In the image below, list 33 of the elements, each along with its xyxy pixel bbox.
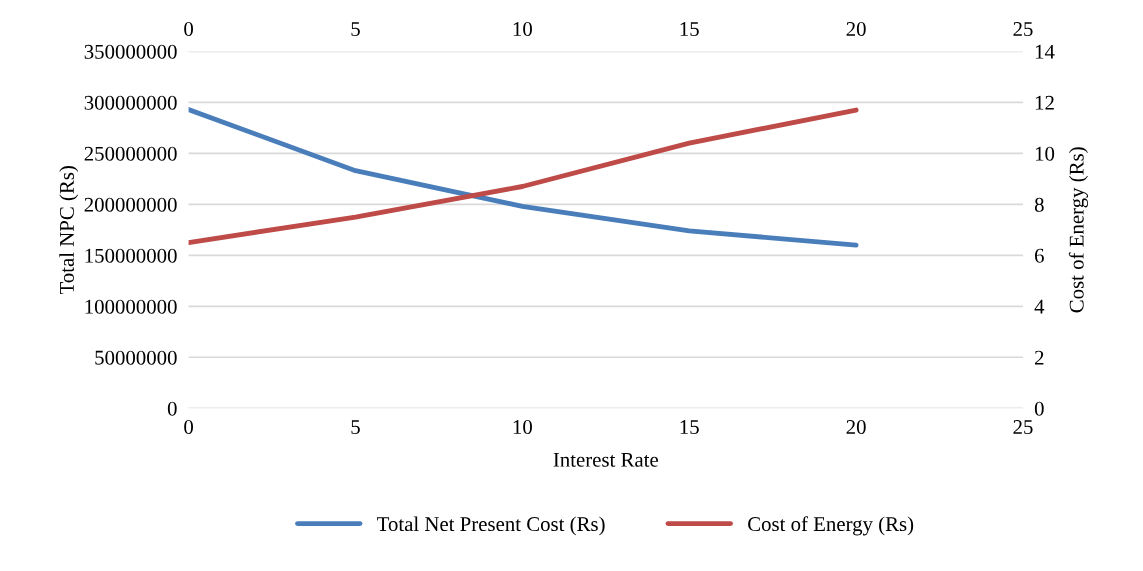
y-tick-label: 200000000 [84, 197, 177, 212]
y-tick-label: 150000000 [85, 248, 177, 263]
y-axis-title: Total NPC (Rs) [59, 166, 79, 295]
y2-tick-label: 0 [1034, 401, 1044, 416]
legend-label: Total Net Present Cost (Rs) [377, 516, 605, 536]
x-tick-label: 10 [513, 419, 532, 435]
legend-label: Cost of Energy (Rs) [748, 516, 914, 536]
y-tick-label: 300000000 [84, 95, 177, 110]
y2-tick-label: 12 [1035, 95, 1054, 110]
x2-tick-label: 5 [351, 22, 360, 37]
y2-tick-label: 6 [1034, 248, 1044, 263]
y2-axis-title: Cost of Energy (Rs) [1068, 147, 1088, 313]
x-tick-label: 20 [846, 419, 866, 435]
x-tick-label: 15 [680, 420, 699, 435]
y2-tick-label: 10 [1035, 146, 1055, 161]
y2-tick-label: 4 [1034, 299, 1045, 314]
y-tick-label: 350000000 [84, 44, 177, 59]
y2-tick-label: 14 [1035, 44, 1055, 59]
y-tick-label: 100000000 [85, 299, 177, 314]
x2-tick-label: 0 [184, 21, 194, 37]
y-tick-label: 250000000 [84, 146, 177, 161]
y2-tick-label: 8 [1034, 197, 1044, 212]
x2-tick-label: 10 [513, 21, 532, 37]
y-tick-label: 0 [167, 401, 177, 416]
x-tick-label: 5 [351, 420, 360, 435]
x-tick-label: 0 [184, 419, 194, 435]
x2-tick-label: 20 [846, 21, 866, 37]
x2-tick-label: 25 [1013, 22, 1033, 37]
x2-tick-label: 15 [680, 22, 699, 37]
x-axis-title: Interest Rate [553, 452, 658, 467]
y2-tick-label: 2 [1035, 350, 1044, 365]
y-tick-label: 50000000 [95, 350, 177, 365]
x-tick-label: 25 [1013, 420, 1033, 435]
